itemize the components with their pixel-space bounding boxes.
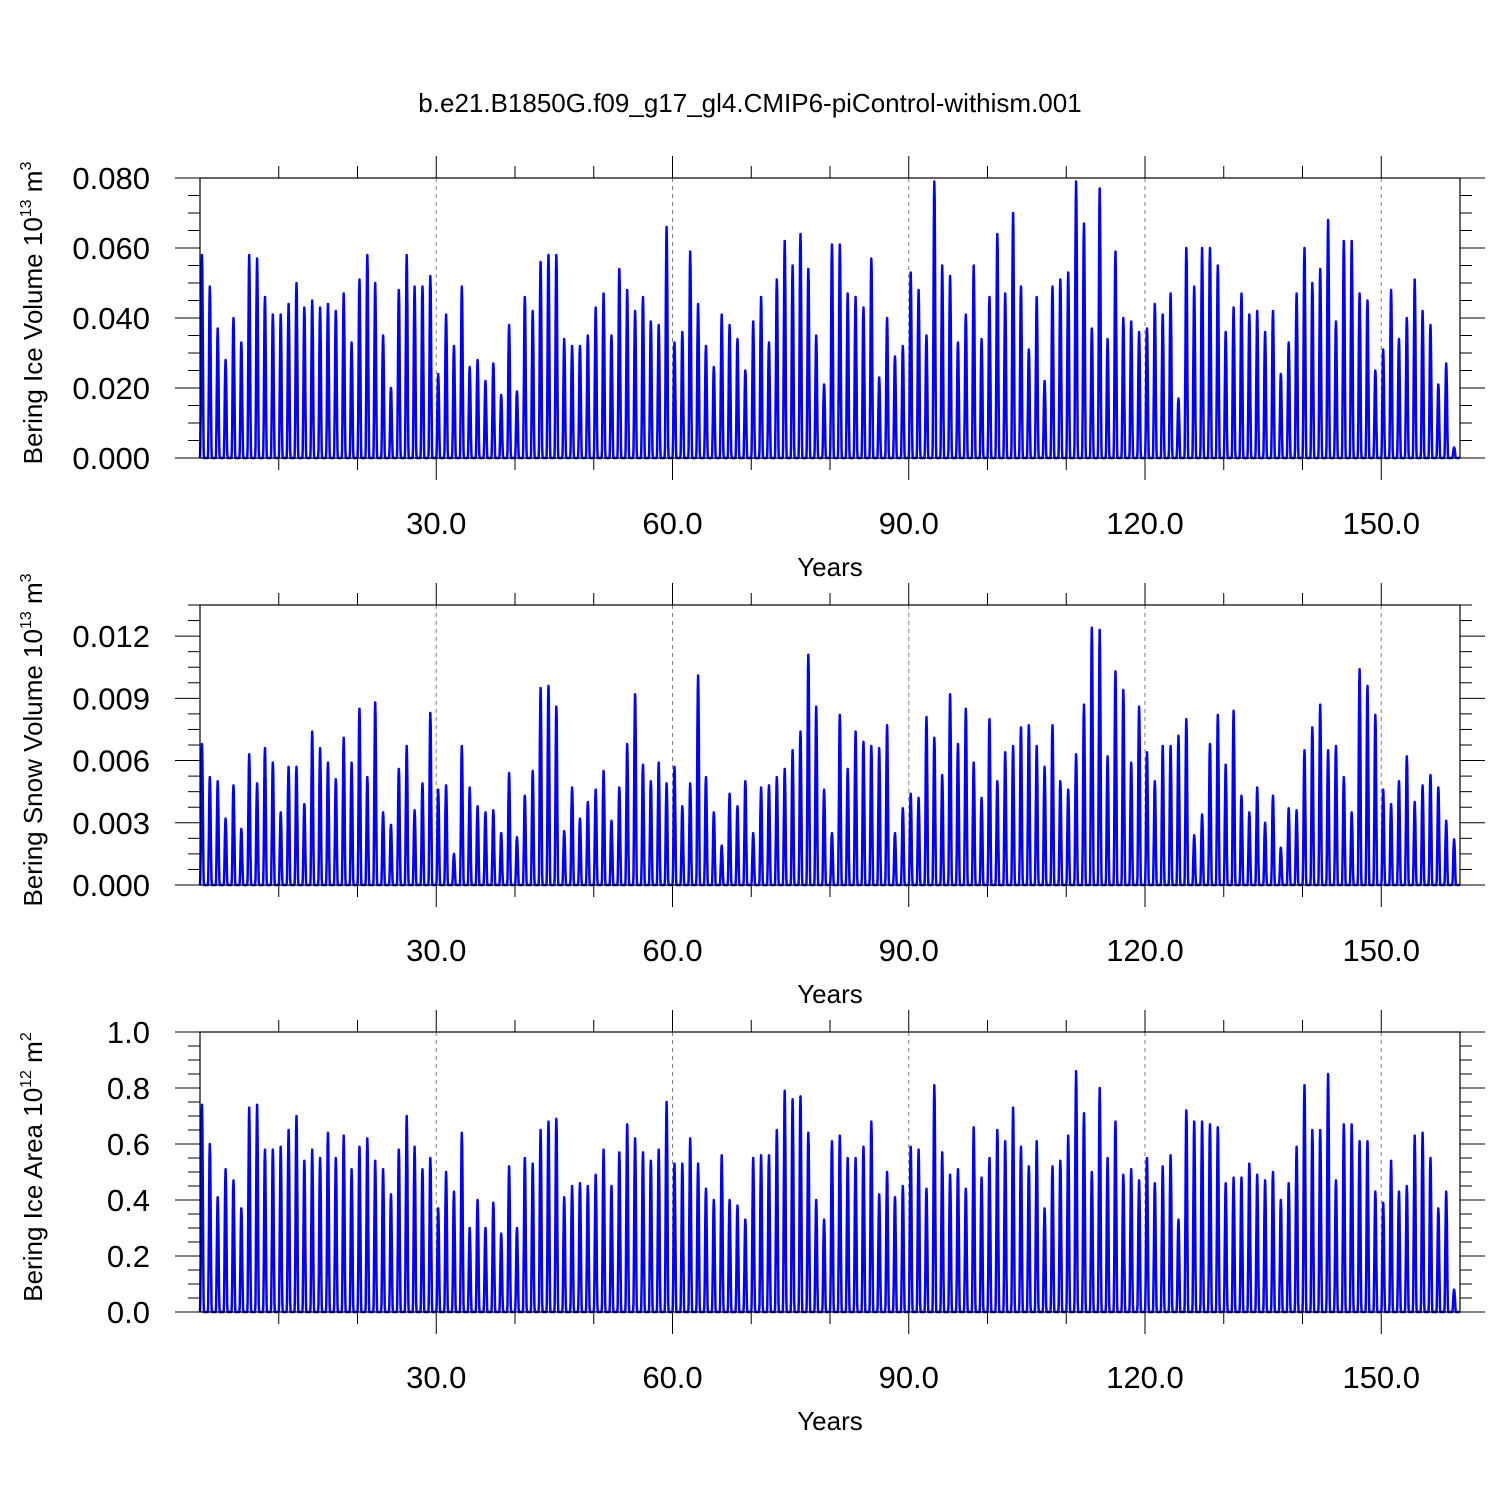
series-line xyxy=(198,180,1461,460)
x-tick-label: 120.0 xyxy=(1106,1360,1184,1395)
y-tick-label: 0.020 xyxy=(72,371,150,406)
y-tick-label: 0.080 xyxy=(72,161,150,196)
y-axis-title-part: m xyxy=(18,582,48,611)
panel-2: 0.000 0.003 0.006 0.009 0.012 30.0 60.0 90.0 120… xyxy=(18,573,1485,1009)
y-axis-title-superscript: 12 xyxy=(18,1070,35,1088)
x-tick-label: 120.0 xyxy=(1106,933,1184,968)
x-tick-label: 30.0 xyxy=(406,933,466,968)
y-axis-title: Bering Snow Volume 1013 m3 xyxy=(18,573,48,906)
y-tick-label: 0.012 xyxy=(72,619,150,654)
x-tick-label: 60.0 xyxy=(642,506,702,541)
series-line xyxy=(198,626,1461,887)
x-tick-label: 90.0 xyxy=(879,933,939,968)
y-tick-label: 0.8 xyxy=(107,1071,150,1106)
y-tick-label: 0.0 xyxy=(107,1295,150,1330)
y-tick-label: 0.000 xyxy=(72,441,150,476)
x-tick-label: 150.0 xyxy=(1342,506,1420,541)
y-axis-title-superscript: 2 xyxy=(18,1032,35,1041)
y-tick-label: 1.0 xyxy=(107,1015,150,1050)
x-tick-label: 90.0 xyxy=(879,1360,939,1395)
y-tick-label: 0.003 xyxy=(72,806,150,841)
x-tick-label: 30.0 xyxy=(406,506,466,541)
series-line xyxy=(198,1069,1461,1314)
x-tick-label: 60.0 xyxy=(642,1360,702,1395)
y-axis-title-part: Bering Snow Volume 10 xyxy=(18,629,48,907)
x-tick-label: 60.0 xyxy=(642,933,702,968)
x-tick-label: 120.0 xyxy=(1106,506,1184,541)
x-tick-label: 90.0 xyxy=(879,506,939,541)
y-tick-label: 0.006 xyxy=(72,744,150,779)
y-tick-label: 0.040 xyxy=(72,301,150,336)
panel-3: 0.0 0.2 0.4 0.6 0.8 1.0 30.0 60.0 90.0 120.0 150.0… xyxy=(18,1010,1485,1436)
y-axis-title: Bering Ice Volume 1013 m3 xyxy=(18,162,48,465)
y-tick-label: 0.000 xyxy=(72,868,150,903)
y-tick-label: 0.060 xyxy=(72,231,150,266)
y-tick-label: 0.2 xyxy=(107,1239,150,1274)
y-axis-title-superscript: 13 xyxy=(18,199,35,217)
y-tick-label: 0.009 xyxy=(72,681,150,716)
y-axis-title-part: m xyxy=(18,171,48,200)
y-tick-label: 0.6 xyxy=(107,1127,150,1162)
x-tick-label: 30.0 xyxy=(406,1360,466,1395)
y-axis-title-part: Bering Ice Area 10 xyxy=(18,1088,48,1302)
x-tick-label: 150.0 xyxy=(1342,933,1420,968)
y-axis-title-part: m xyxy=(18,1041,48,1070)
chart-title: b.e21.B1850G.f09_g17_gl4.CMIP6-piControl… xyxy=(418,88,1081,118)
y-axis-title-superscript: 3 xyxy=(18,573,35,582)
y-tick-label: 0.4 xyxy=(107,1183,150,1218)
x-axis-title: Years xyxy=(797,1406,863,1436)
y-axis-title-part: Bering Ice Volume 10 xyxy=(18,217,48,464)
x-tick-label: 150.0 xyxy=(1342,1360,1420,1395)
panel-1: 0.000 0.020 0.040 0.060 0.080 30.0 60.0 90.0 120… xyxy=(18,156,1485,582)
x-axis-title: Years xyxy=(797,552,863,582)
y-axis-title: Bering Ice Area 1012 m2 xyxy=(18,1032,48,1302)
y-axis-title-superscript: 13 xyxy=(18,611,35,629)
y-axis-title-superscript: 3 xyxy=(18,162,35,171)
x-axis-title: Years xyxy=(797,979,863,1009)
